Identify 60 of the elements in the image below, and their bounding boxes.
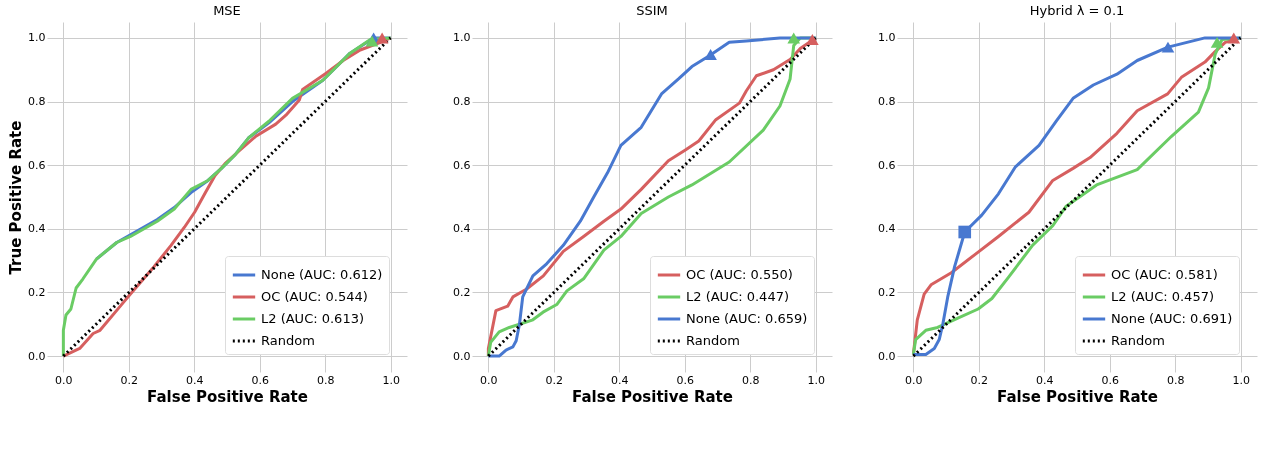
x-tick-label: 0.0: [55, 373, 73, 387]
x-tick-label: 0.6: [676, 373, 694, 387]
x-tick-label: 0.4: [611, 373, 629, 387]
legend-label: OC (AUC: 0.581): [1111, 267, 1218, 282]
legend-label: L2 (AUC: 0.447): [686, 289, 790, 304]
x-tick-label: 1.0: [1232, 373, 1250, 387]
y-tick-label: 1.0: [28, 31, 46, 45]
x-axis-title: False Positive Rate: [572, 387, 733, 406]
legend-label: Random: [1111, 333, 1165, 348]
y-tick-label: 1.0: [453, 31, 471, 45]
x-tick-label: 0.0: [480, 373, 498, 387]
x-tick-label: 0.2: [970, 373, 989, 387]
legend-label: None (AUC: 0.691): [1111, 311, 1233, 326]
x-tick-label: 1.0: [382, 373, 400, 387]
chart-title: SSIM: [636, 3, 668, 18]
point: [1227, 32, 1241, 44]
x-tick-label: 0.2: [545, 373, 564, 387]
point: [1161, 41, 1175, 53]
y-tick-label: 0.8: [28, 95, 46, 109]
y-tick-label: 0.8: [878, 95, 896, 109]
chart-title: Hybrid λ = 0.1: [1029, 3, 1125, 18]
x-tick-label: 0.6: [1101, 373, 1119, 387]
y-tick-label: 0.4: [878, 222, 896, 236]
x-tick-label: 0.0: [905, 373, 923, 387]
y-tick-label: 0.0: [28, 349, 46, 363]
legend-label: L2 (AUC: 0.457): [1111, 289, 1215, 304]
legend-label: None (AUC: 0.612): [261, 267, 383, 282]
x-tick-label: 0.6: [251, 373, 269, 387]
y-tick-label: 0.6: [878, 158, 896, 172]
legend-label: Random: [686, 333, 740, 348]
x-tick-label: 0.8: [316, 373, 335, 387]
x-tick-label: 0.2: [120, 373, 139, 387]
x-axis-title: False Positive Rate: [997, 387, 1158, 406]
x-tick-label: 0.4: [1036, 373, 1054, 387]
y-tick-label: 0.4: [28, 222, 46, 236]
y-tick-label: 0.0: [453, 349, 471, 363]
point: [958, 225, 972, 239]
y-tick-label: 0.6: [453, 158, 471, 172]
legend-label: L2 (AUC: 0.613): [261, 311, 365, 326]
x-tick-label: 0.8: [1166, 373, 1185, 387]
x-tick-label: 1.0: [807, 373, 825, 387]
legend-label: None (AUC: 0.659): [686, 311, 808, 326]
y-tick-label: 0.2: [453, 285, 471, 299]
y-axis-title: True Positive Rate: [7, 120, 26, 275]
point: [1210, 36, 1224, 48]
y-tick-label: 0.2: [878, 285, 896, 299]
y-tick-label: 0.8: [453, 95, 471, 109]
x-tick-label: 0.8: [741, 373, 760, 387]
legend-label: Random: [261, 333, 315, 348]
y-tick-label: 0.2: [28, 285, 46, 299]
legend-label: OC (AUC: 0.544): [261, 289, 368, 304]
y-tick-label: 0.6: [28, 158, 46, 172]
x-tick-label: 0.4: [186, 373, 204, 387]
x-axis-title: False Positive Rate: [147, 387, 308, 406]
y-tick-label: 1.0: [878, 31, 896, 45]
y-tick-label: 0.4: [453, 222, 471, 236]
chart-title: MSE: [213, 3, 241, 18]
y-tick-label: 0.0: [878, 349, 896, 363]
line-series: [486, 36, 818, 358]
legend-label: OC (AUC: 0.550): [686, 267, 793, 282]
